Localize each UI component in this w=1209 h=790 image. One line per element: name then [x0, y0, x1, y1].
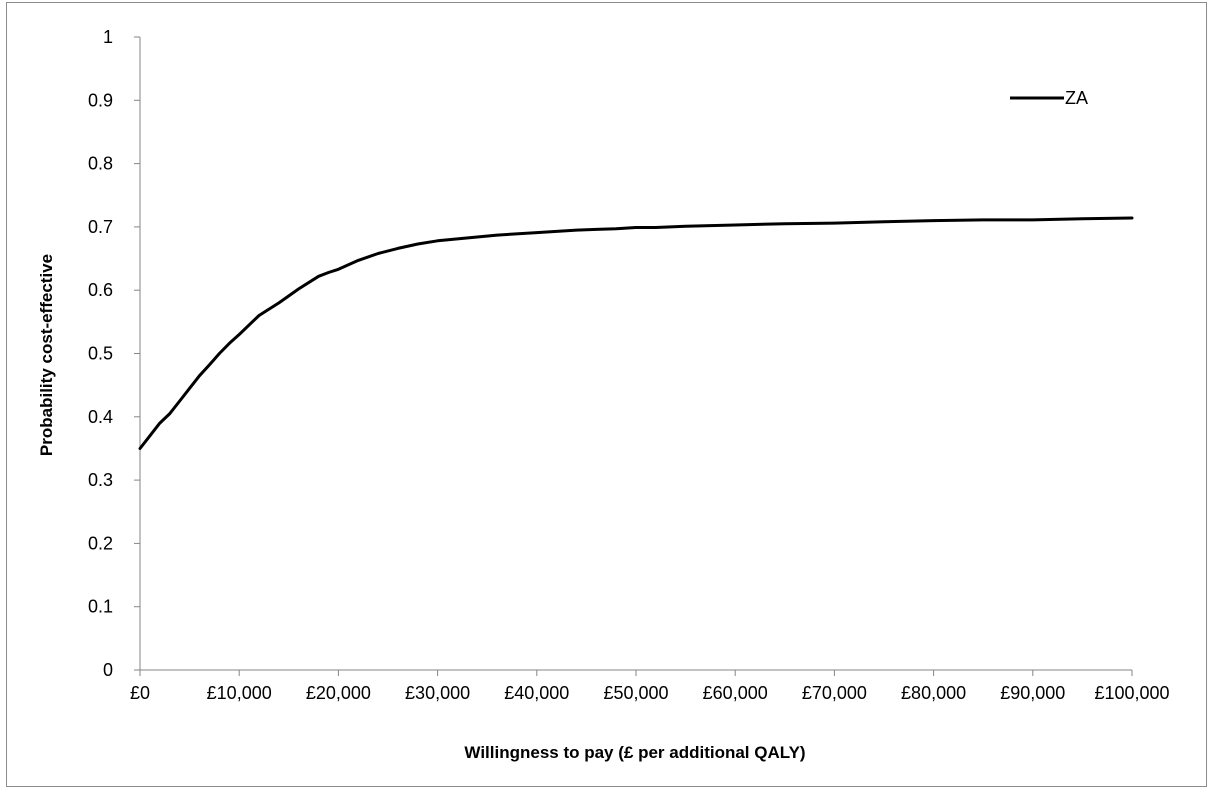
legend: ZA	[1010, 88, 1088, 108]
y-ticks: 0 0.1 0.2 0.3 0.4 0.5 0.6 0.7 0.8 0.9 1	[88, 27, 140, 680]
y-tick-label: 0.5	[88, 344, 113, 364]
y-tick-label: 0.9	[88, 90, 113, 110]
x-tick-label: £10,000	[207, 683, 272, 703]
y-tick-label: 0.8	[88, 154, 113, 174]
chart-frame	[6, 2, 1207, 787]
series-line-za	[138, 216, 1134, 450]
x-tick-label: £80,000	[901, 683, 966, 703]
y-tick-label: 0.1	[88, 597, 113, 617]
x-tick-label: £30,000	[405, 683, 470, 703]
x-tick-label: £20,000	[306, 683, 371, 703]
x-tick-label: £100,000	[1094, 683, 1169, 703]
y-tick-label: 0.6	[88, 280, 113, 300]
x-tick-label: £90,000	[1000, 683, 1065, 703]
y-axis-title: Probability cost-effective	[37, 254, 56, 456]
y-tick-label: 0.3	[88, 470, 113, 490]
y-tick-label: 0.4	[88, 407, 113, 427]
x-tick-label: £70,000	[802, 683, 867, 703]
x-tick-label: £50,000	[603, 683, 668, 703]
x-tick-label: £40,000	[504, 683, 569, 703]
legend-label: ZA	[1065, 88, 1088, 108]
x-axis-title: Willingness to pay (£ per additional QAL…	[464, 743, 805, 762]
y-tick-label: 1	[103, 27, 113, 47]
y-tick-label: 0	[103, 660, 113, 680]
x-ticks: £0 £10,000 £20,000 £30,000 £40,000 £50,000 £60…	[130, 670, 1170, 703]
x-tick-label: £60,000	[703, 683, 768, 703]
x-tick-label: £0	[130, 683, 150, 703]
y-tick-label: 0.2	[88, 533, 113, 553]
axes	[139, 37, 1132, 671]
y-tick-label: 0.7	[88, 217, 113, 237]
